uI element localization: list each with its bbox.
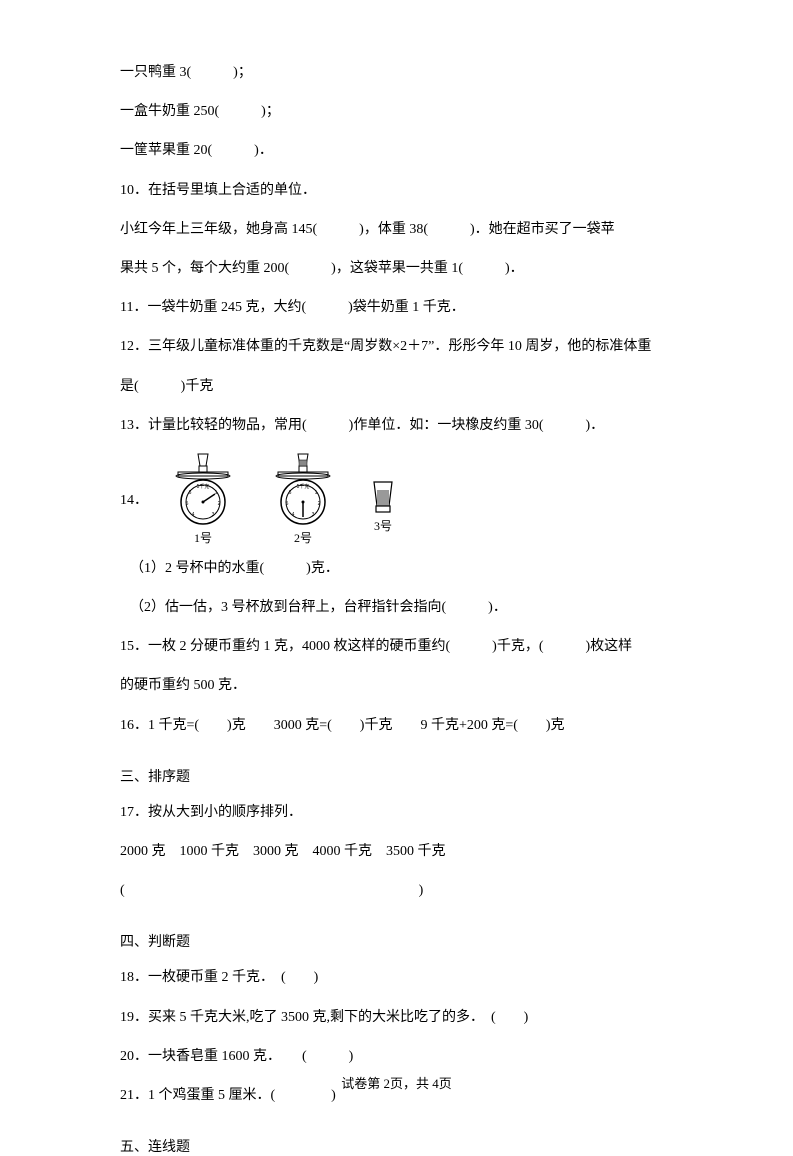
section-5-title: 五、连线题 [120, 1136, 673, 1156]
scale-icon-2: 5千克 1 2 3 4 5 6 [268, 452, 338, 527]
svg-text:2: 2 [318, 501, 321, 507]
q10-line1: 10．在括号里填上合适的单位． [120, 178, 673, 203]
scale-2-label: 2号 [294, 529, 312, 546]
q12-line2: 是( )千克 [120, 374, 673, 399]
q14-sub1: （1）2 号杯中的水重( )克． [120, 556, 673, 581]
cup-icon [368, 480, 398, 515]
q14-number: 14． [120, 489, 148, 509]
q15-line2: 的硬币重约 500 克． [120, 673, 673, 698]
page-footer: 试卷第 2页，共 4页 [0, 1073, 793, 1092]
svg-text:4: 4 [192, 512, 195, 518]
scale-2: 5千克 1 2 3 4 5 6 2号 [268, 452, 338, 546]
svg-text:6: 6 [289, 490, 292, 496]
svg-text:5: 5 [186, 501, 189, 507]
q13: 13．计量比较轻的物品，常用( )作单位．如：一块橡皮约重 30( )． [120, 413, 673, 438]
svg-text:3: 3 [212, 512, 215, 518]
svg-text:5千克: 5千克 [197, 483, 210, 490]
q16: 16．1 千克=( )克 3000 克=( )千克 9 千克+200 克=( )… [120, 713, 673, 738]
q14-figure-row: 14． 5千克 1 2 3 4 5 6 1号 [120, 452, 673, 546]
scale-1-label: 1号 [194, 529, 212, 546]
q17-line1: 17．按从大到小的顺序排列． [120, 800, 673, 825]
svg-text:2: 2 [218, 501, 221, 507]
section-4-title: 四、判断题 [120, 931, 673, 951]
q17-line2: 2000 克 1000 千克 3000 克 4000 千克 3500 千克 [120, 839, 673, 864]
q15-line1: 15．一枚 2 分硬币重约 1 克，4000 枚这样的硬币重约( )千克，( )… [120, 634, 673, 659]
cup-3: 3号 [368, 480, 398, 534]
svg-text:5千克: 5千克 [297, 483, 310, 490]
q17-line3: ( ) [120, 878, 673, 903]
q18: 18．一枚硬币重 2 千克． ( ) [120, 965, 673, 990]
q14-sub2: （2）估一估，3 号杯放到台秤上，台秤指针会指向( )． [120, 595, 673, 620]
q19: 19．买来 5 千克大米,吃了 3500 克,剩下的大米比吃了的多． ( ) [120, 1005, 673, 1030]
svg-text:4: 4 [292, 512, 295, 518]
section-3-title: 三、排序题 [120, 766, 673, 786]
q9-line2: 一盒牛奶重 250( )； [120, 99, 673, 124]
svg-text:5: 5 [286, 501, 289, 507]
q10-line2: 小红今年上三年级，她身高 145( )，体重 38( )．她在超市买了一袋苹 [120, 217, 673, 242]
svg-text:3: 3 [312, 512, 315, 518]
scale-icon-1: 5千克 1 2 3 4 5 6 [168, 452, 238, 527]
svg-text:1: 1 [315, 490, 318, 496]
q9-line3: 一筐苹果重 20( )． [120, 138, 673, 163]
cup-3-label: 3号 [374, 517, 392, 534]
q11: 11．一袋牛奶重 245 克，大约( )袋牛奶重 1 千克． [120, 295, 673, 320]
q12-line1: 12．三年级儿童标准体重的千克数是“周岁数×2＋7”．彤彤今年 10 周岁，他的… [120, 334, 673, 359]
scale-1: 5千克 1 2 3 4 5 6 1号 [168, 452, 238, 546]
q10-line3: 果共 5 个，每个大约重 200( )，这袋苹果一共重 1( )． [120, 256, 673, 281]
svg-text:1: 1 [215, 490, 218, 496]
svg-text:6: 6 [189, 490, 192, 496]
q9-line1: 一只鸭重 3( )； [120, 60, 673, 85]
q20: 20．一块香皂重 1600 克． ( ) [120, 1044, 673, 1069]
